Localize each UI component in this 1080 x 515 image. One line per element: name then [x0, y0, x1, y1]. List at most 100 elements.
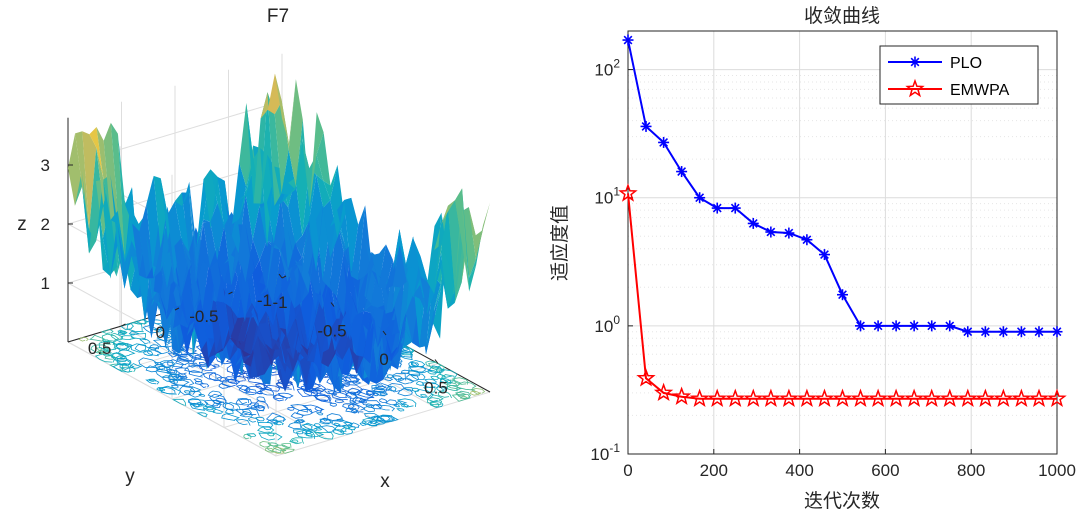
contour-line: [326, 413, 344, 422]
surface-patch: [181, 227, 196, 260]
contour-line: [379, 398, 387, 403]
data-point-plo: [837, 289, 848, 301]
contour-line: [110, 332, 124, 340]
data-point-plo: [1051, 326, 1063, 338]
surface-patch: [252, 260, 267, 296]
contour-line: [371, 384, 386, 391]
contour-line: [313, 431, 334, 440]
surface-patch: [323, 164, 338, 201]
contour-line: [128, 330, 140, 336]
x-tick-label: -1: [272, 293, 287, 312]
surface-patch: [243, 336, 258, 367]
data-point-emwpa: [797, 388, 817, 407]
contour-line: [437, 391, 452, 399]
contour-line: [142, 325, 161, 334]
x-tick: [434, 359, 439, 364]
contour-line: [400, 344, 415, 354]
contour-line: [293, 420, 301, 424]
contour-line: [363, 406, 375, 413]
data-point-plo: [855, 320, 867, 332]
surface-patch: [266, 264, 281, 326]
contour-line: [392, 403, 400, 408]
contour-line: [275, 382, 295, 391]
contour-line: [187, 399, 209, 408]
data-point-emwpa: [689, 388, 710, 407]
y-tick-label: 100: [594, 313, 620, 336]
contour-line: [341, 375, 358, 383]
contour-line: [130, 333, 147, 341]
contour-line: [112, 363, 131, 373]
data-point-emwpa: [832, 388, 853, 407]
contour-line: [334, 424, 347, 432]
contour-line: [327, 390, 337, 396]
contour-line: [257, 426, 275, 433]
contour-line: [211, 402, 221, 409]
contour-line: [257, 421, 274, 428]
contour-line: [333, 389, 348, 399]
contour-line: [296, 429, 316, 439]
surface-patch: [208, 315, 223, 358]
surface-mesh: [68, 73, 490, 394]
contour-line: [451, 393, 471, 402]
surface-patch: [153, 206, 168, 279]
surface-patch: [316, 174, 331, 208]
surface-patch: [259, 241, 274, 292]
contour-line: [98, 340, 117, 351]
axis-gridline: [223, 363, 439, 428]
data-point-plo: [622, 34, 634, 46]
contour-line: [348, 374, 358, 378]
contour-line: [371, 386, 386, 394]
surface-patch: [391, 281, 406, 354]
surface-patch: [174, 192, 189, 252]
surface-patch: [392, 229, 407, 272]
surface-patch: [391, 310, 406, 361]
contour-line: [138, 357, 159, 369]
contour-line: [142, 350, 153, 356]
surface-patch: [358, 205, 373, 281]
surface-patch: [160, 206, 175, 272]
data-point-emwpa: [868, 388, 888, 407]
contour-line: [259, 441, 272, 448]
surface-patch: [426, 275, 441, 346]
contour-line: [435, 367, 445, 374]
legend-marker-emwpa: [905, 78, 925, 98]
contour-line: [181, 346, 198, 355]
contour-line: [446, 381, 458, 390]
contour-line: [365, 390, 376, 396]
contour-line: [160, 385, 182, 396]
contour-line: [296, 408, 313, 416]
convergence-plot: 收敛曲线 0 200 400 600 800 1000 10-1 100 101 102 PLO …: [549, 5, 1076, 512]
contour-line: [314, 392, 330, 401]
data-point-emwpa: [743, 388, 764, 407]
contour-line: [340, 427, 354, 435]
contour-line: [224, 408, 234, 415]
surface-patch: [82, 131, 97, 231]
surface-patch: [412, 284, 427, 315]
data-point-plo: [962, 326, 974, 338]
legend-label-plo: PLO: [950, 55, 982, 72]
contour-line: [439, 385, 448, 391]
contour-line: [333, 422, 341, 427]
contour-line: [319, 425, 337, 433]
surface-patch: [151, 291, 166, 348]
contour-line: [455, 381, 477, 391]
surface-patch: [189, 181, 204, 272]
surface-patch: [244, 311, 259, 355]
contour-line: [180, 375, 188, 380]
surface-patch: [344, 197, 359, 277]
data-point-emwpa: [653, 382, 674, 402]
x-tick: [382, 330, 387, 336]
contour-line: [290, 439, 299, 443]
contour-line: [367, 420, 382, 427]
contour-line: [147, 347, 158, 351]
contour-line: [196, 412, 208, 417]
x-axis-label-cn: 迭代次数: [804, 490, 880, 512]
contour-line: [428, 401, 440, 408]
contour-line: [370, 404, 383, 410]
surface-patch: [468, 207, 483, 260]
surface-patch: [433, 251, 448, 309]
surface-patch: [271, 334, 286, 365]
contour-line: [120, 323, 134, 331]
data-point-plo: [694, 192, 706, 204]
contour-line: [78, 337, 89, 342]
